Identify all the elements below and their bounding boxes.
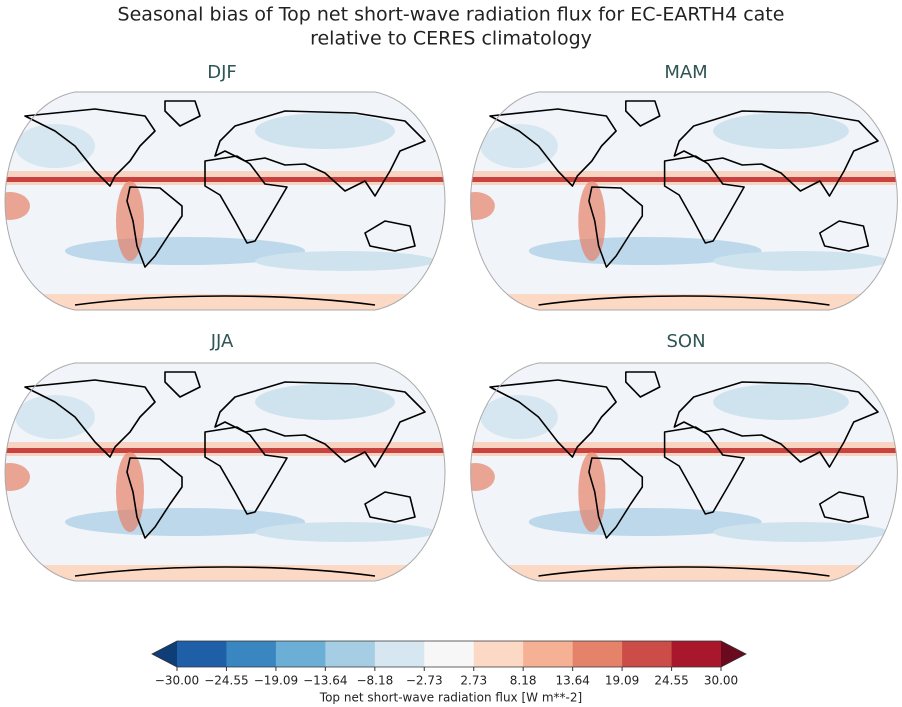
colorbar-segment [325,641,376,667]
colorbar-segment [622,641,673,667]
colorbar-extend-high [721,641,746,667]
colorbar-segment [572,641,623,667]
colorbar-segment [473,641,524,667]
title-line: relative to CERES climatology [310,28,592,50]
panel-title: MAM [664,62,707,83]
panel-title: JJA [210,331,234,352]
title-line: Seasonal bias of Top net short-wave radi… [118,4,785,26]
map [0,86,455,316]
colorbar: −30.00 −24.55 −19.09 −13.64 −8.18 −2.73 2.73 8.… [151,640,747,688]
map [0,357,455,587]
colorbar-tick-label: 13.64 [555,674,589,688]
colorbar-segment [424,641,475,667]
map [456,86,902,316]
colorbar-tick-label: 24.55 [654,674,688,688]
map [456,357,902,587]
colorbar-tick-label: 19.09 [605,674,639,688]
panel-title: SON [666,331,705,352]
colorbar-tick-label: 30.00 [704,674,738,688]
colorbar-segment [671,641,722,667]
colorbar-tick-label: −13.64 [303,674,347,688]
colorbar-tick-label: −19.09 [254,674,298,688]
colorbar-segment [275,641,326,667]
panel-title: DJF [207,62,237,83]
colorbar-tick-label: 2.73 [460,674,487,688]
colorbar-tick-label: −2.73 [406,674,443,688]
colorbar-tick-label: −8.18 [356,674,393,688]
colorbar-segment [177,641,227,667]
colorbar-tick-label: 8.18 [510,674,537,688]
colorbar-segment [523,641,574,667]
colorbar-label: Top net short-wave radiation flux [W m**… [319,691,582,705]
colorbar-segment [226,641,277,667]
colorbar-tick-label: −24.55 [204,674,248,688]
colorbar-segment [374,641,425,667]
colorbar-tick-label: −30.00 [155,674,199,688]
colorbar-extend-low [152,641,177,667]
